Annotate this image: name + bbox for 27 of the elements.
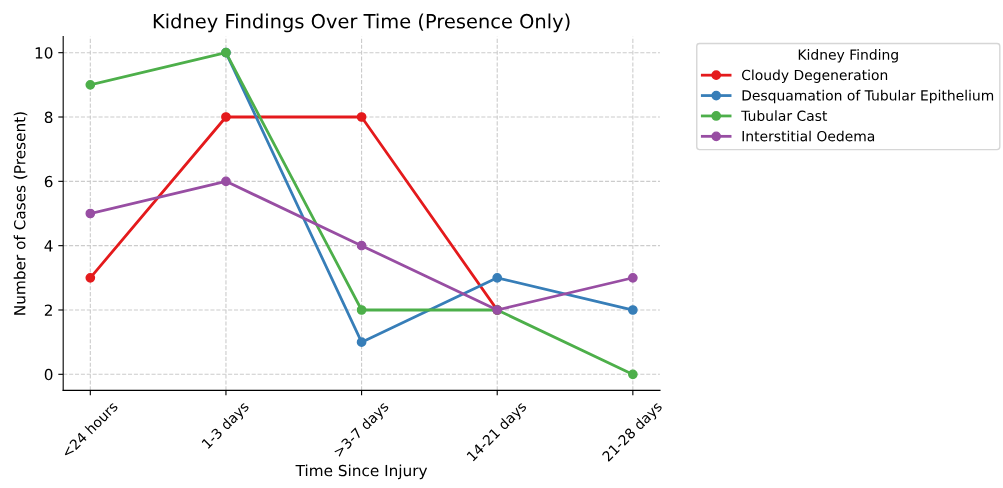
legend-label: Cloudy Degeneration (741, 69, 888, 83)
point (627, 305, 638, 315)
point (85, 208, 96, 219)
point (356, 112, 367, 122)
point (627, 272, 638, 283)
point (221, 176, 231, 187)
point (492, 272, 503, 283)
point (85, 272, 96, 283)
legend-label: Desquamation of Tubular Epithelium (742, 89, 994, 104)
point (221, 112, 231, 122)
point (85, 79, 96, 90)
point (627, 369, 638, 380)
point (356, 305, 367, 315)
legend-title: Kidney Finding (798, 49, 898, 63)
point (356, 240, 367, 251)
y-axis-title: Number of Cases (Present) (13, 112, 28, 315)
y-tick-label: 2 (44, 304, 52, 316)
chart-title: Kidney Findings Over Time (Presence Only) (153, 13, 570, 33)
y-tick-label: 8 (44, 111, 53, 124)
point (356, 337, 367, 348)
legend-label: Interstitial Oedema (742, 130, 875, 142)
legend-label: Tubular Cast (741, 110, 828, 122)
y-tick-label: 10 (35, 47, 53, 59)
y-tick-label: 6 (44, 175, 53, 188)
x-axis-title: Time Since Injury (295, 464, 428, 480)
y-tick-label: 4 (44, 240, 53, 252)
y-tick-label: 0 (44, 368, 53, 381)
